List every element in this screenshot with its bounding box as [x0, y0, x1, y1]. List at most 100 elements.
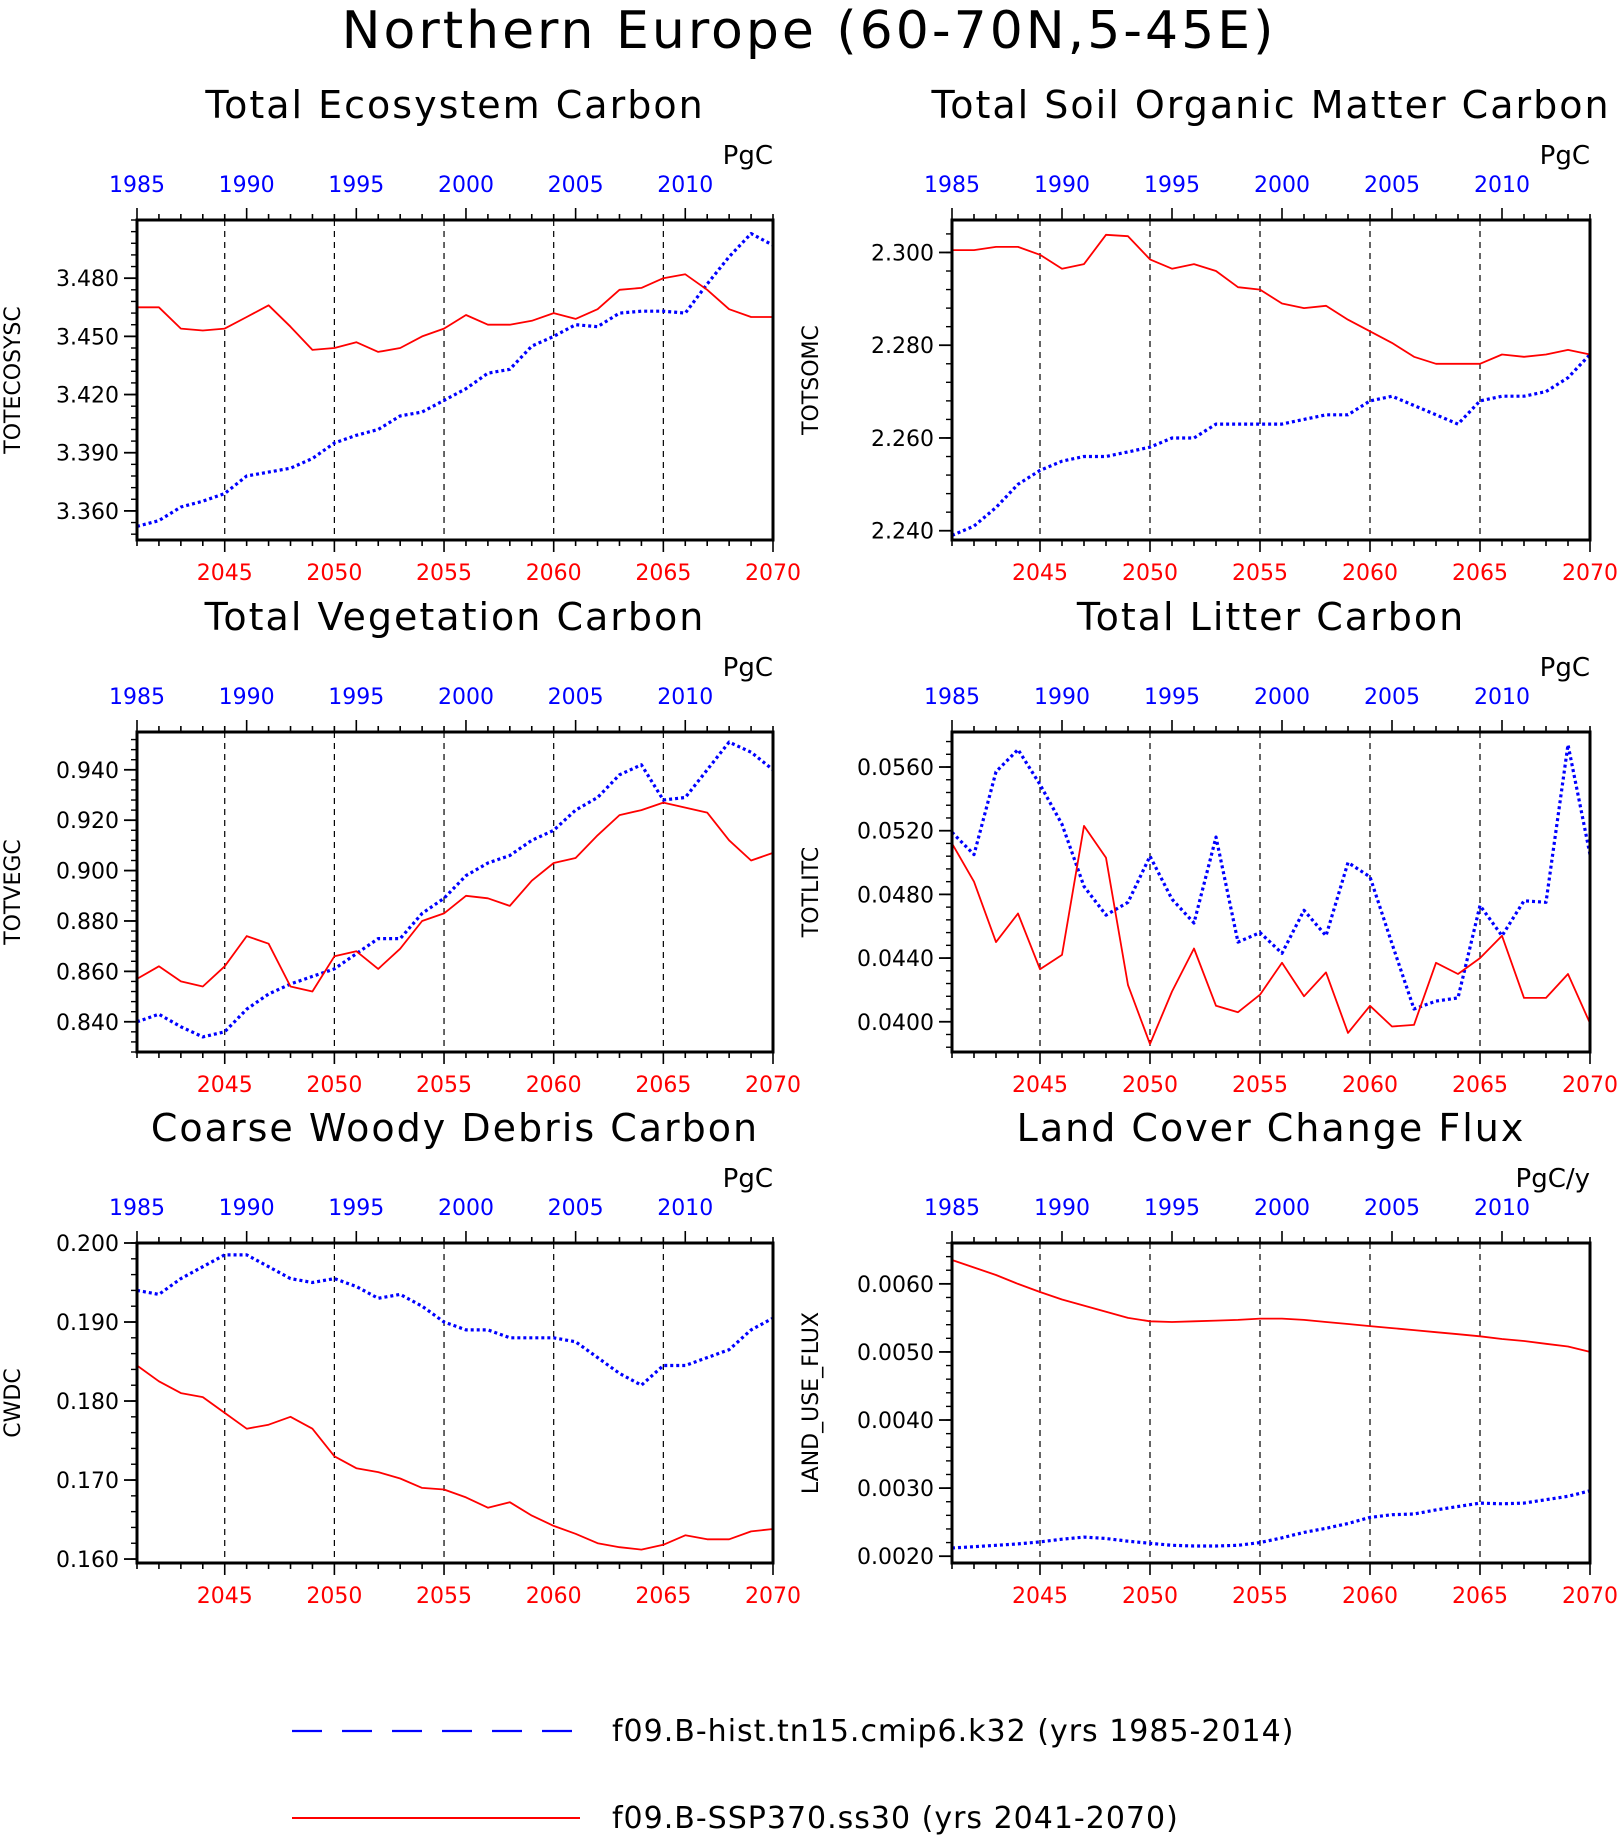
y-tick-label: 0.0520 [857, 820, 934, 845]
x-bottom-tick-label: 2070 [1562, 1584, 1618, 1609]
legend-label-ssp370: f09.B-SSP370.ss30 (yrs 2041-2070) [612, 1801, 1179, 1836]
series-line-ssp370 [137, 273, 773, 353]
plot-frame [135, 1241, 775, 1565]
x-top-tick-label: 1985 [924, 685, 980, 710]
units-label: PgC [1540, 653, 1590, 683]
y-tick-label: 2.280 [871, 334, 934, 359]
panel-title: Land Cover Change Flux [1017, 1106, 1526, 1150]
y-tick-label: 3.420 [56, 384, 119, 409]
panel-title: Total Vegetation Carbon [204, 595, 706, 639]
x-top-tick-label: 2000 [1254, 1196, 1310, 1221]
y-tick-label: 0.840 [56, 1011, 119, 1036]
x-top-tick-label: 1995 [328, 685, 384, 710]
x-top-tick-label: 1990 [219, 173, 275, 198]
panel-title: Total Litter Carbon [1076, 595, 1465, 639]
x-top-tick-label: 1995 [1144, 173, 1200, 198]
x-top-tick-label: 1995 [1144, 1196, 1200, 1221]
x-bottom-tick-label: 2065 [1452, 1073, 1508, 1098]
x-top-tick-label: 2000 [438, 1196, 494, 1221]
series-line-hist [136, 232, 774, 528]
x-bottom-tick-label: 2070 [1562, 1073, 1618, 1098]
y-tick-label: 0.0020 [857, 1545, 934, 1570]
y-tick-label: 3.360 [56, 500, 119, 525]
x-top-tick-label: 2010 [1474, 1196, 1530, 1221]
series-line-ssp370 [951, 825, 1591, 1045]
x-bottom-tick-label: 2065 [635, 561, 691, 586]
plot-frame [135, 218, 775, 542]
x-bottom-tick-label: 2050 [1122, 1584, 1178, 1609]
y-axis-label: TOTLITC [799, 847, 824, 938]
x-bottom-tick-label: 2055 [1232, 561, 1288, 586]
y-tick-label: 0.900 [56, 860, 119, 885]
y-tick-label: 0.0400 [857, 1011, 934, 1036]
legend: f09.B-hist.tn15.cmip6.k32 (yrs 1985-2014… [292, 1714, 1294, 1836]
x-bottom-tick-label: 2070 [745, 1584, 801, 1609]
x-bottom-tick-label: 2045 [197, 561, 253, 586]
panels-group: Total Ecosystem Carbon PgC 2045 2050 2055 206… [1, 83, 1618, 1609]
x-top-tick-label: 2010 [657, 685, 713, 710]
x-top-tick-label: 2005 [1364, 685, 1420, 710]
plot-frame [950, 730, 1592, 1054]
panel-6: Land Cover Change Flux PgC/y 2045 2050 2055 2… [799, 1106, 1618, 1609]
y-tick-label: 0.880 [56, 910, 119, 935]
x-bottom-tick-label: 2050 [306, 1584, 362, 1609]
x-top-tick-label: 2005 [1364, 173, 1420, 198]
y-axis-label: CWDC [1, 1368, 26, 1437]
x-bottom-tick-label: 2065 [1452, 561, 1508, 586]
series-line-ssp370 [951, 1259, 1591, 1353]
x-top-tick-label: 2010 [1474, 173, 1530, 198]
units-label: PgC [1540, 141, 1590, 171]
x-top-tick-label: 2010 [1474, 685, 1530, 710]
series-line-hist [951, 353, 1592, 537]
panel-5: Coarse Woody Debris Carbon PgC 2045 2050 205… [1, 1106, 801, 1609]
plot-frame [135, 730, 775, 1054]
x-top-tick-label: 1995 [1144, 685, 1200, 710]
panel-4: Total Litter Carbon PgC 2045 2050 2055 2060 20… [799, 595, 1618, 1098]
x-top-tick-label: 2005 [1364, 1196, 1420, 1221]
x-bottom-tick-label: 2070 [745, 561, 801, 586]
x-bottom-tick-label: 2050 [306, 561, 362, 586]
y-tick-label: 0.180 [56, 1390, 119, 1415]
y-tick-label: 3.480 [56, 267, 119, 292]
y-tick-label: 0.0050 [857, 1341, 934, 1366]
x-top-tick-label: 1990 [1034, 685, 1090, 710]
series-line-hist [950, 743, 1592, 1011]
x-top-tick-label: 1985 [109, 1196, 165, 1221]
legend-label-hist: f09.B-hist.tn15.cmip6.k32 (yrs 1985-2014… [612, 1714, 1294, 1749]
y-tick-label: 2.260 [871, 427, 934, 452]
series-line-ssp370 [136, 1364, 774, 1551]
series-line-hist [136, 1253, 774, 1387]
x-bottom-tick-label: 2065 [1452, 1584, 1508, 1609]
x-bottom-tick-label: 2050 [1122, 1073, 1178, 1098]
y-tick-label: 0.860 [56, 960, 119, 985]
y-tick-label: 2.300 [871, 241, 934, 266]
series-line-ssp370 [952, 233, 1591, 365]
panel-3: Total Vegetation Carbon PgC 2045 2050 2055 20… [1, 595, 801, 1098]
y-tick-label: 0.0440 [857, 947, 934, 972]
x-top-tick-label: 1990 [1034, 173, 1090, 198]
x-top-tick-label: 1990 [1034, 1196, 1090, 1221]
x-top-tick-label: 1985 [109, 685, 165, 710]
units-label: PgC [723, 1164, 773, 1194]
x-top-tick-label: 1995 [328, 173, 384, 198]
x-top-tick-label: 2005 [548, 173, 604, 198]
x-bottom-tick-label: 2060 [526, 561, 582, 586]
units-label: PgC/y [1516, 1164, 1590, 1194]
y-axis-label: TOTVEGC [1, 839, 26, 946]
y-tick-label: 3.450 [56, 325, 119, 350]
x-top-tick-label: 1985 [109, 173, 165, 198]
y-tick-label: 0.0060 [857, 1273, 934, 1298]
x-top-tick-label: 2000 [1254, 685, 1310, 710]
x-bottom-tick-label: 2050 [1122, 561, 1178, 586]
x-bottom-tick-label: 2065 [635, 1073, 691, 1098]
x-bottom-tick-label: 2045 [1012, 561, 1068, 586]
x-top-tick-label: 2010 [657, 173, 713, 198]
y-tick-label: 0.160 [56, 1548, 119, 1573]
panel-2: Total Soil Organic Matter Carbon PgC 2045 2… [799, 83, 1618, 586]
units-label: PgC [723, 653, 773, 683]
plot-frame [950, 218, 1592, 542]
panel-1: Total Ecosystem Carbon PgC 2045 2050 2055 206… [1, 83, 801, 586]
x-top-tick-label: 1995 [328, 1196, 384, 1221]
y-tick-label: 0.200 [56, 1232, 119, 1257]
